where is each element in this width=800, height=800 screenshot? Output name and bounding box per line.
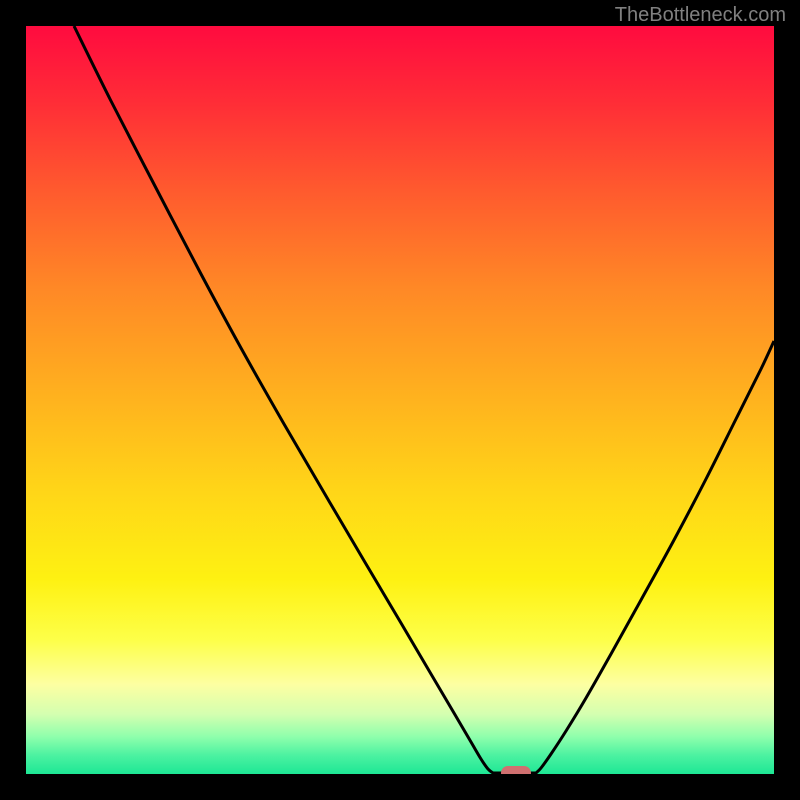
watermark-text: TheBottleneck.com [615,4,786,27]
bottleneck-curve [26,26,774,774]
minimum-marker [501,766,531,774]
plot-area [26,26,774,774]
